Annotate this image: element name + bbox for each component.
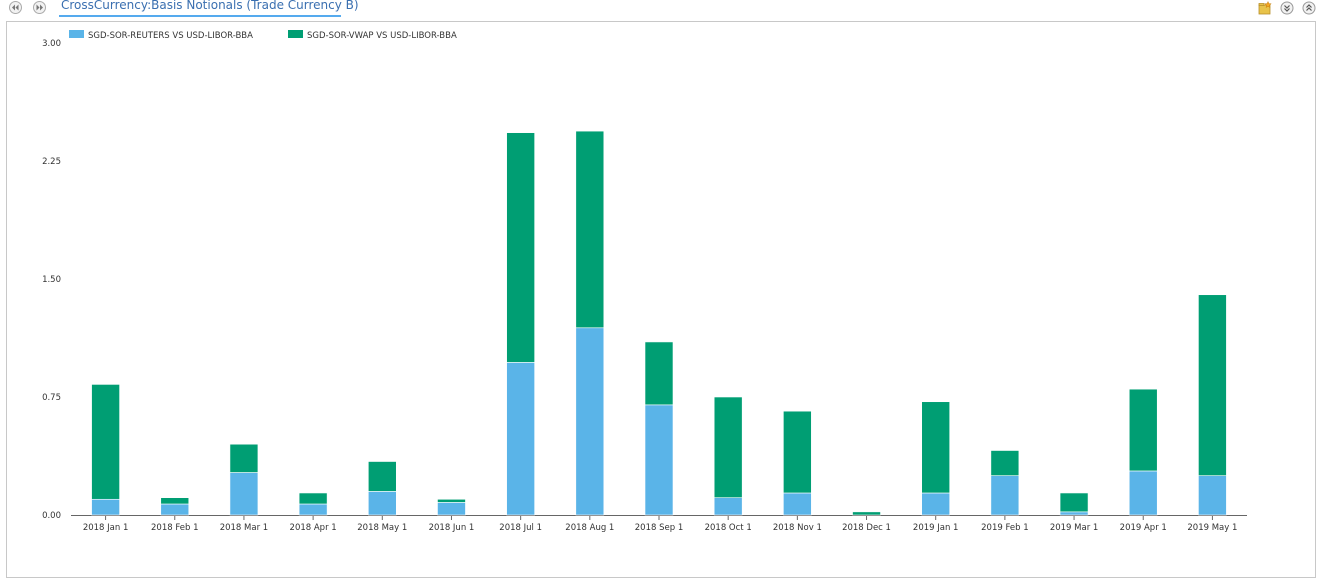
x-tick-label: 2018 Jan 1 [83, 523, 129, 533]
title-bar: CrossCurrency:Basis Notionals (Trade Cur… [0, 0, 1322, 18]
y-tick-label: 1.50 [42, 275, 61, 285]
x-tick-label: 2018 Feb 1 [151, 523, 199, 533]
x-tick-label: 2019 Feb 1 [981, 523, 1029, 533]
y-tick-label: 3.00 [42, 39, 61, 49]
bar-reuters [91, 498, 120, 516]
x-tick-label: 2018 Apr 1 [290, 523, 337, 533]
rewind-icon[interactable] [9, 1, 22, 14]
bar-reuters [783, 492, 812, 516]
x-tick-label: 2018 Sep 1 [635, 523, 683, 533]
bar-vwap [1128, 388, 1158, 472]
bar-vwap [298, 492, 328, 505]
bar-reuters [644, 404, 674, 516]
bar-reuters [1128, 470, 1158, 516]
bar-reuters [1198, 475, 1227, 516]
bar-reuters [506, 362, 535, 516]
x-tick-label: 2018 Oct 1 [705, 523, 752, 533]
collapse-down-icon[interactable] [1280, 0, 1294, 15]
x-tick-label: 2018 Jun 1 [429, 523, 475, 533]
x-tick-label: 2018 Nov 1 [773, 523, 822, 533]
x-tick-label: 2018 May 1 [357, 523, 407, 533]
bar-reuters [921, 492, 951, 516]
bar-vwap [575, 130, 605, 329]
bar-reuters [367, 491, 397, 516]
bar-vwap [921, 401, 951, 494]
legend-label: SGD-SOR-VWAP VS USD-LIBOR-BBA [307, 31, 457, 41]
y-tick-label: 2.25 [42, 157, 61, 167]
bar-vwap [91, 384, 120, 500]
fast-forward-icon[interactable] [33, 1, 46, 14]
expand-up-icon[interactable] [1302, 0, 1316, 15]
x-tick-label: 2018 Aug 1 [565, 523, 614, 533]
legend-swatch [69, 30, 84, 38]
x-tick-label: 2018 Dec 1 [842, 523, 891, 533]
bar-vwap [437, 498, 466, 503]
bar-reuters [1059, 511, 1089, 516]
bar-vwap [783, 410, 812, 494]
x-tick-label: 2019 Mar 1 [1050, 523, 1098, 533]
bar-reuters [713, 497, 743, 516]
y-tick-label: 0.00 [42, 511, 61, 521]
bar-reuters [575, 327, 605, 516]
x-tick-label: 2019 Jan 1 [913, 523, 959, 533]
bar-reuters [298, 503, 328, 516]
chart-panel: SGD-SOR-REUTERS VS USD-LIBOR-BBA SGD-SOR-… [6, 21, 1316, 578]
bar-reuters [990, 475, 1020, 516]
bar-vwap [990, 450, 1020, 476]
folder-star-icon[interactable] [1258, 0, 1272, 15]
x-tick-label: 2018 Mar 1 [220, 523, 268, 533]
bar-vwap [229, 443, 259, 473]
x-tick-label: 2019 May 1 [1187, 523, 1237, 533]
stacked-bar-chart: SGD-SOR-REUTERS VS USD-LIBOR-BBA SGD-SOR-… [42, 30, 1247, 533]
bar-reuters [229, 472, 259, 516]
bar-vwap [160, 497, 190, 505]
bar-vwap [1198, 294, 1227, 476]
bar-vwap [852, 511, 881, 516]
bar-vwap [506, 132, 535, 363]
tab-underline [59, 15, 341, 17]
bar-reuters [160, 503, 190, 516]
bar-vwap [644, 341, 674, 406]
x-tick-label: 2019 Apr 1 [1120, 523, 1167, 533]
bar-vwap [713, 396, 743, 498]
bar-reuters [437, 502, 466, 516]
y-tick-label: 0.75 [42, 393, 61, 403]
x-tick-label: 2018 Jul 1 [499, 523, 542, 533]
bar-vwap [367, 461, 397, 492]
legend-swatch [288, 30, 303, 38]
bar-vwap [1059, 492, 1089, 513]
tab-title[interactable]: CrossCurrency:Basis Notionals (Trade Cur… [61, 0, 359, 12]
legend-label: SGD-SOR-REUTERS VS USD-LIBOR-BBA [88, 31, 253, 41]
